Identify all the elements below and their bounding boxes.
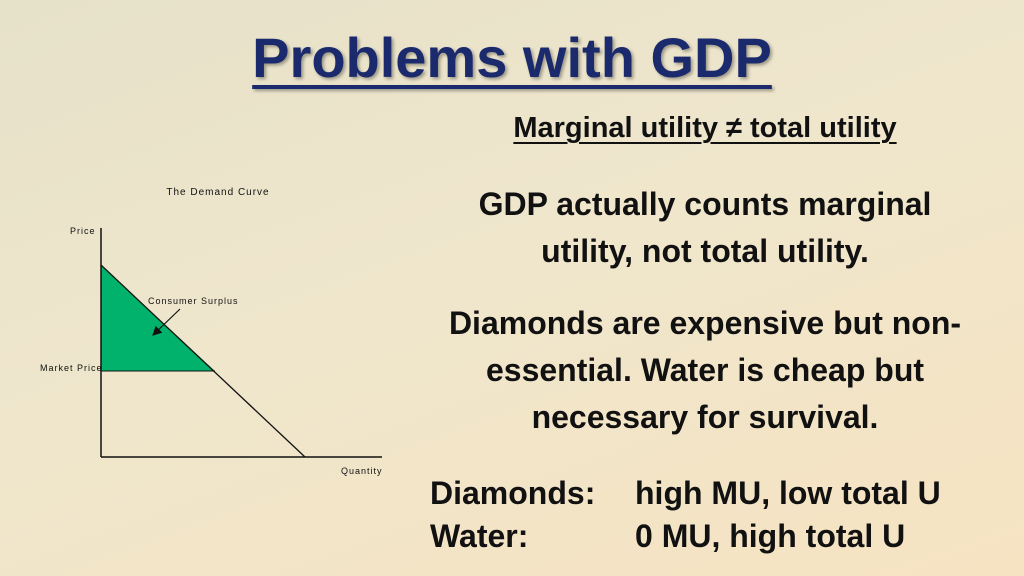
x-axis-label: Quantity: [341, 466, 383, 476]
consumer-surplus-label: Consumer Surplus: [148, 296, 239, 306]
comparison-row-diamonds: Diamonds: high MU, low total U: [430, 472, 941, 515]
comparison-label: Water:: [430, 518, 529, 554]
market-price-label: Market Price: [40, 363, 103, 373]
comparison-value: high MU, low total U: [635, 475, 941, 511]
comparison-table: Diamonds: high MU, low total U Water: 0 …: [430, 472, 941, 558]
comparison-value: 0 MU, high total U: [635, 518, 906, 554]
slide-title: Problems with GDP: [252, 26, 772, 89]
surplus-arrow-icon: [152, 308, 181, 336]
comparison-row-water: Water: 0 MU, high total U: [430, 515, 941, 558]
comparison-label: Diamonds:: [430, 475, 596, 511]
demand-curve-line: [100, 264, 306, 458]
demand-curve-diagram: The Demand Curve Price Quantity Market P…: [40, 187, 383, 476]
subheading: Marginal utility ≠ total utility: [513, 112, 897, 144]
y-axis-label: Price: [70, 226, 96, 236]
paragraph-gdp: GDP actually counts marginal utility, no…: [478, 186, 932, 269]
diagram-title: The Demand Curve: [166, 187, 269, 198]
paragraph-diamonds-water: Diamonds are expensive but non-essential…: [448, 305, 962, 435]
